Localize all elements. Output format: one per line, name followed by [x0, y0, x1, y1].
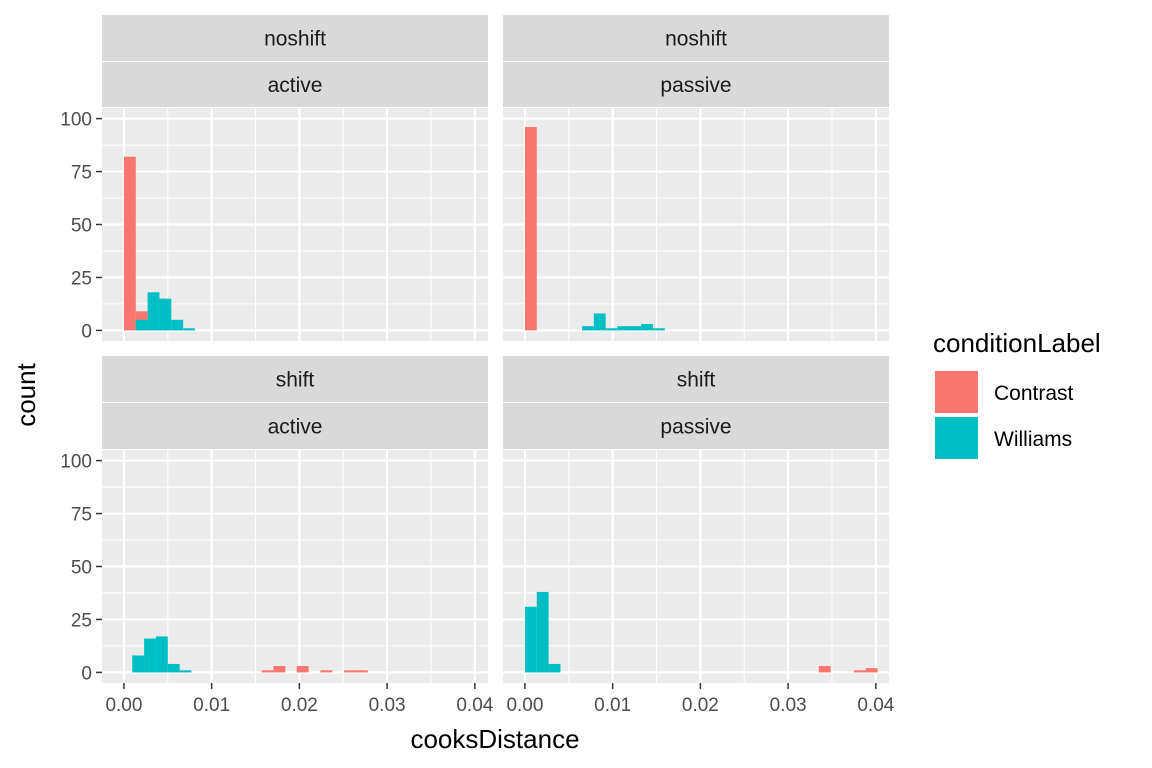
histogram-bar-contrast [865, 668, 878, 673]
y-tick-label: 100 [60, 452, 92, 473]
histogram-bar-williams [155, 636, 168, 673]
legend-key-williams [935, 417, 978, 459]
x-tick-label: 0.04 [456, 695, 493, 716]
y-tick-label: 0 [81, 663, 92, 684]
histogram-bar-williams [171, 319, 184, 331]
facet-strip-label: passive [660, 74, 731, 97]
y-tick-label: 50 [71, 216, 92, 237]
histogram-bar-contrast [344, 670, 356, 673]
histogram-bar-williams [167, 663, 180, 673]
facet-strip-row [503, 15, 889, 61]
facet-strip-label: noshift [665, 28, 727, 51]
facet-strip-row [102, 15, 488, 61]
histogram-bar-contrast [355, 670, 368, 673]
facet-strip-label: shift [276, 369, 315, 392]
facet-strip-row [503, 356, 889, 402]
legend-key-contrast [935, 371, 978, 413]
histogram-bar-williams [147, 292, 160, 331]
histogram-bar-contrast [818, 666, 831, 673]
histogram-bar-williams [629, 326, 642, 331]
histogram-bar-williams [605, 328, 618, 331]
facet-strip-col [503, 62, 889, 107]
histogram-bar-williams [159, 298, 172, 331]
x-tick-label: 0.03 [369, 695, 406, 716]
x-tick-label: 0.03 [770, 695, 807, 716]
legend-title: conditionLabel [933, 328, 1101, 358]
histogram-bar-contrast [123, 156, 136, 331]
facet-panel-shift-passive: shift passive 0.00 0.01 0.02 0.03 0.04 [503, 356, 895, 716]
histogram-bar-williams [179, 670, 192, 673]
histogram-bar-contrast [524, 127, 537, 331]
legend-label-williams: Williams [994, 428, 1072, 451]
legend-label-contrast: Contrast [994, 382, 1074, 405]
histogram-bar-williams [135, 319, 148, 331]
facet-strip-col [503, 403, 889, 449]
facet-strip-col [102, 403, 488, 449]
facet-panel-shift-active: shift active 0 25 50 75 100 0.00 0.01 0.02 0.03 0.0… [60, 356, 494, 716]
histogram-bar-williams [183, 328, 195, 331]
x-tick-label: 0.04 [857, 695, 894, 716]
y-tick-label: 75 [71, 163, 92, 184]
y-axis-title: count [11, 362, 41, 426]
histogram-bar-williams [536, 591, 549, 673]
facet-strip-col [102, 62, 488, 107]
x-tick-label: 0.00 [506, 695, 543, 716]
x-tick-label: 0.01 [193, 695, 230, 716]
x-axis-title: cooksDistance [410, 724, 579, 754]
legend: conditionLabel Contrast Williams [933, 328, 1101, 459]
y-tick-label: 50 [71, 558, 92, 579]
histogram-bar-contrast [273, 666, 286, 673]
histogram-bar-williams [593, 313, 606, 331]
x-tick-label: 0.00 [105, 695, 142, 716]
histogram-bar-williams [617, 326, 630, 331]
histogram-bar-williams [132, 655, 145, 673]
histogram-bar-williams [653, 328, 665, 331]
histogram-bar-contrast [320, 670, 333, 673]
facet-strip-label: shift [677, 369, 716, 392]
facet-strip-label: noshift [264, 28, 326, 51]
x-tick-label: 0.01 [594, 695, 631, 716]
histogram-bar-williams [144, 638, 156, 673]
facet-panel-noshift-passive: noshift passive [503, 15, 889, 341]
y-tick-label: 100 [60, 110, 92, 131]
y-tick-label: 75 [71, 505, 92, 526]
histogram-bar-contrast [261, 670, 274, 673]
histogram-bar-williams [581, 326, 594, 331]
panels-group: noshiftactive0255075100noshiftpassiveshi… [60, 15, 895, 716]
facet-strip-row [102, 356, 488, 402]
y-tick-label: 25 [71, 268, 92, 289]
facet-panel-noshift-active: noshift active 0 25 50 75 100 [60, 15, 488, 342]
histogram-bar-contrast [296, 666, 309, 673]
histogram-bar-williams [524, 606, 537, 673]
facet-strip-label: active [268, 416, 323, 439]
facet-strip-label: passive [660, 416, 731, 439]
x-tick-label: 0.02 [281, 695, 318, 716]
x-tick-label: 0.02 [682, 695, 719, 716]
histogram-bar-williams [548, 663, 561, 673]
histogram-bar-contrast [853, 670, 866, 673]
y-tick-label: 0 [81, 321, 92, 342]
histogram-bar-williams [641, 324, 654, 331]
facet-strip-label: active [268, 74, 323, 97]
y-tick-label: 25 [71, 610, 92, 631]
